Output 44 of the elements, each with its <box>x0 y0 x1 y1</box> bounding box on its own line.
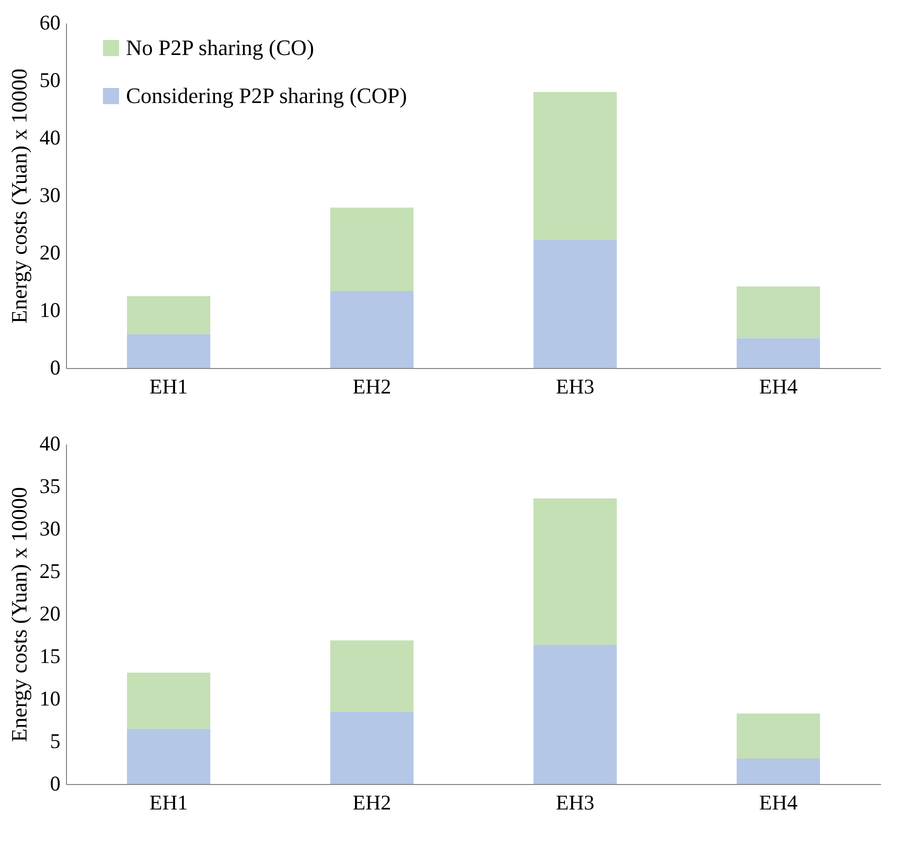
bar <box>126 296 210 334</box>
y-tick-label: 30 <box>40 516 60 540</box>
x-tick-label: EH2 <box>352 790 392 814</box>
bar <box>533 240 617 368</box>
bar <box>736 758 820 784</box>
y-tick-label: 25 <box>40 559 60 583</box>
bar <box>736 286 820 338</box>
y-tick-label: 35 <box>40 474 60 498</box>
y-tick-label: 0 <box>50 772 60 796</box>
x-tick-label: EH2 <box>352 374 392 398</box>
bar <box>533 644 617 784</box>
y-tick-label: 20 <box>40 602 60 626</box>
bar <box>126 672 210 729</box>
y-tick-label: 5 <box>50 729 60 753</box>
y-axis-title: Energy costs (Yuan) x 10000 <box>6 487 32 742</box>
y-tick-label: 40 <box>40 126 60 150</box>
y-tick-label: 10 <box>40 686 60 710</box>
y-tick-label: 60 <box>40 10 60 34</box>
y-tick-label: 15 <box>40 644 60 668</box>
bar <box>126 334 210 368</box>
bar <box>330 640 414 712</box>
bar <box>533 498 617 645</box>
x-tick-label: EH1 <box>149 374 188 398</box>
y-tick-label: 40 <box>40 432 60 456</box>
x-tick-label: EH3 <box>556 374 594 398</box>
bar <box>330 712 414 784</box>
x-tick-label: EH1 <box>149 790 188 814</box>
x-tick-label: EH3 <box>556 790 594 814</box>
bar <box>533 92 617 240</box>
bar <box>330 290 414 368</box>
legend-label: Considering P2P sharing (COP) <box>126 83 407 108</box>
x-tick-label: EH4 <box>759 374 798 398</box>
bar <box>126 728 210 784</box>
y-tick-label: 10 <box>40 298 60 322</box>
legend-label: No P2P sharing (CO) <box>126 35 314 60</box>
bar <box>736 338 820 368</box>
y-axis-title: Energy costs (Yuan) x 10000 <box>6 68 32 324</box>
y-tick-label: 20 <box>40 240 60 264</box>
y-tick-label: 0 <box>50 356 60 380</box>
x-tick-label: EH4 <box>759 790 798 814</box>
y-tick-label: 30 <box>40 183 60 207</box>
y-tick-label: 50 <box>40 68 60 92</box>
bar <box>330 208 414 291</box>
bar <box>736 713 820 758</box>
